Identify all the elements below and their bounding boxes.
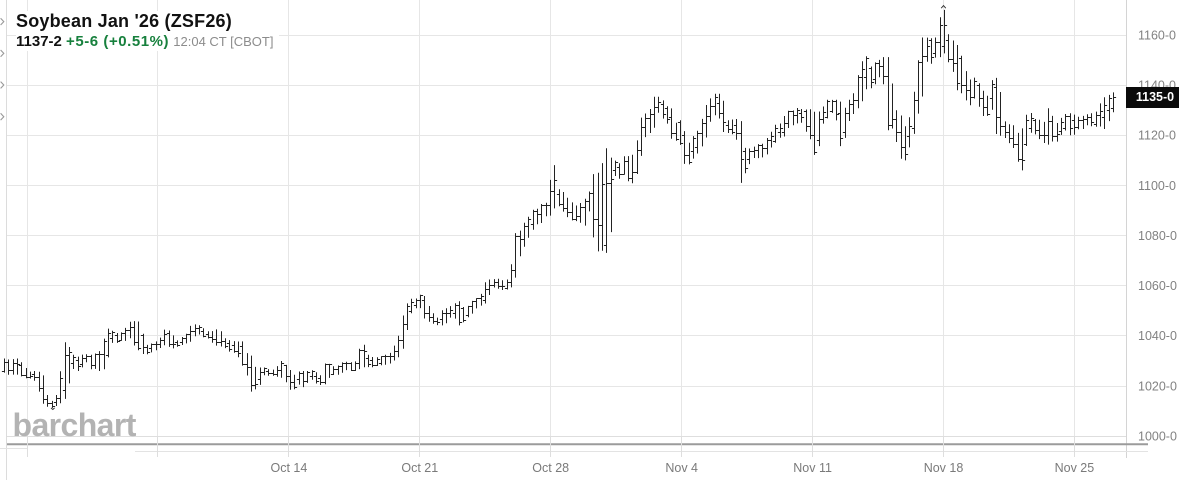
svg-text:1020-0: 1020-0 [1138,379,1177,393]
svg-text:1060-0: 1060-0 [1138,279,1177,293]
svg-text:Oct 21: Oct 21 [401,461,438,475]
svg-text:barchart: barchart [13,407,137,443]
svg-text:1120-0: 1120-0 [1138,129,1176,143]
svg-text:1000-0: 1000-0 [1138,430,1177,444]
svg-text:Oct 28: Oct 28 [532,461,569,475]
svg-text:Oct 14: Oct 14 [270,461,307,475]
svg-text:1160-0: 1160-0 [1138,28,1176,42]
svg-text:1040-0: 1040-0 [1138,329,1177,343]
svg-text:1080-0: 1080-0 [1138,229,1177,243]
svg-text:Nov 18: Nov 18 [924,461,964,475]
svg-text:1100-0: 1100-0 [1138,179,1176,193]
svg-text:Nov 4: Nov 4 [665,461,698,475]
svg-text:Nov 11: Nov 11 [793,461,832,475]
svg-text:Nov 25: Nov 25 [1055,461,1095,475]
